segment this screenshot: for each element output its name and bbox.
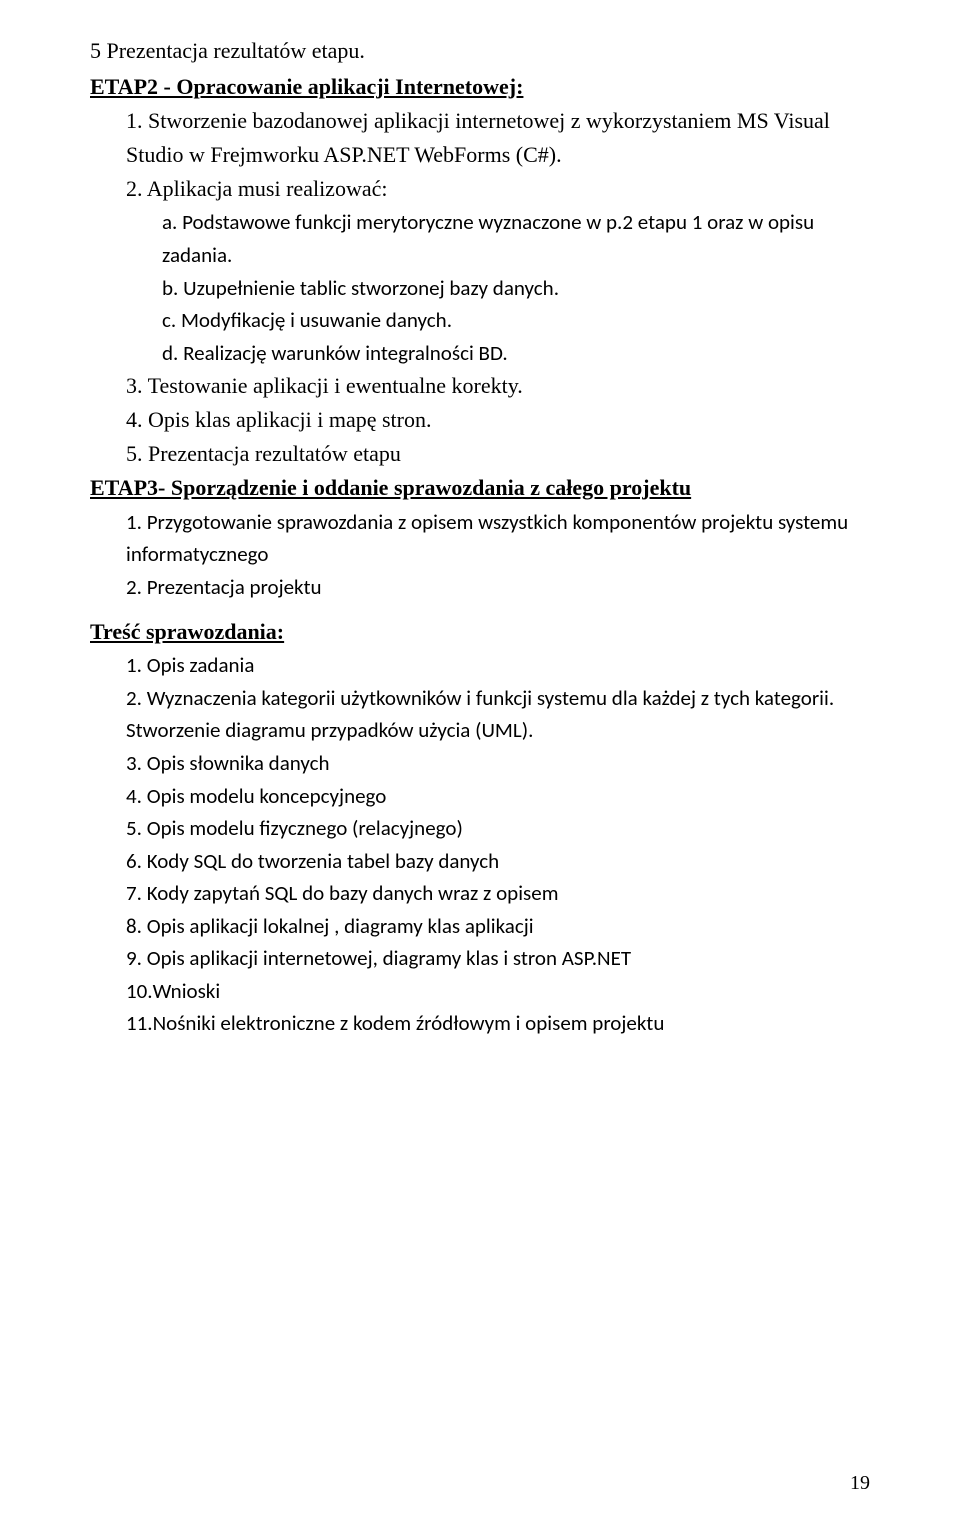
etap3-heading: ETAP3- Sporządzenie i oddanie sprawozdan… [90, 471, 870, 505]
list-item: 2. Aplikacja musi realizować: [90, 172, 870, 206]
list-item: 4. Opis modelu koncepcyjnego [90, 780, 870, 813]
list-number: 1. [126, 506, 142, 539]
list-number: 8. [126, 910, 142, 943]
list-item: 9. Opis aplikacji internetowej, diagramy… [90, 942, 870, 975]
list-text: Opis aplikacji lokalnej , diagramy klas … [147, 913, 534, 939]
list-text: Realizację warunków integralności BD. [183, 340, 508, 366]
list-number: 2. [126, 172, 143, 206]
list-text: Kody SQL do tworzenia tabel bazy danych [147, 848, 500, 874]
list-number: 6. [126, 845, 142, 878]
tresc-heading: Treść sprawozdania: [90, 615, 870, 649]
list-item: 2. Wyznaczenia kategorii użytkowników i … [90, 682, 870, 747]
list-item: c. Modyfikację i usuwanie danych. [90, 304, 870, 337]
list-item: 3. Opis słownika danych [90, 747, 870, 780]
list-number: 11. [126, 1007, 153, 1040]
list-number: 3. [126, 747, 142, 780]
list-number: a. [162, 206, 177, 239]
list-item: 1. Przygotowanie sprawozdania z opisem w… [90, 506, 870, 571]
list-number: 7. [126, 877, 142, 910]
list-number: 4. [126, 403, 143, 437]
document-page: 5 Prezentacja rezultatów etapu. ETAP2 - … [0, 0, 960, 1515]
list-item: 2. Prezentacja projektu [90, 571, 870, 604]
list-text: Modyfikację i usuwanie danych. [181, 307, 452, 333]
list-item: a. Podstawowe funkcji merytoryczne wyzna… [90, 206, 870, 271]
list-number: 4. [126, 780, 142, 813]
list-number: d. [162, 337, 178, 370]
list-item: 1. Opis zadania [90, 649, 870, 682]
list-text: Aplikacja musi realizować: [147, 176, 388, 201]
list-item: 5. Opis modelu fizycznego (relacyjnego) [90, 812, 870, 845]
list-item: d. Realizację warunków integralności BD. [90, 337, 870, 370]
list-number: 1. [126, 649, 142, 682]
list-number: 2. [126, 571, 142, 604]
list-item: 5 Prezentacja rezultatów etapu. [90, 34, 870, 68]
list-number: b. [162, 272, 178, 305]
list-item: b. Uzupełnienie tablic stworzonej bazy d… [90, 272, 870, 305]
list-text: Przygotowanie sprawozdania z opisem wszy… [126, 509, 848, 568]
list-text: Prezentacja projektu [147, 574, 322, 600]
list-text: Testowanie aplikacji i ewentualne korekt… [148, 373, 523, 398]
etap2-heading: ETAP2 - Opracowanie aplikacji Internetow… [90, 70, 870, 104]
list-item: 1. Stworzenie bazodanowej aplikacji inte… [90, 104, 870, 172]
list-text: Prezentacja rezultatów etapu [148, 441, 401, 466]
list-text: Opis modelu fizycznego (relacyjnego) [147, 815, 463, 841]
list-text: Opis aplikacji internetowej, diagramy kl… [147, 945, 631, 971]
list-text: Wnioski [153, 978, 221, 1004]
list-number: 3. [126, 369, 143, 403]
list-text: Opis zadania [147, 652, 255, 678]
page-number: 19 [850, 1472, 870, 1495]
list-text: Nośniki elektroniczne z kodem źródłowym … [153, 1010, 665, 1036]
list-item: 6. Kody SQL do tworzenia tabel bazy dany… [90, 845, 870, 878]
list-text: Uzupełnienie tablic stworzonej bazy dany… [183, 275, 559, 301]
list-text: Opis modelu koncepcyjnego [147, 783, 387, 809]
list-text: Kody zapytań SQL do bazy danych wraz z o… [147, 880, 559, 906]
list-text: Opis słownika danych [147, 750, 330, 776]
list-text: Wyznaczenia kategorii użytkowników i fun… [126, 685, 834, 744]
list-number: 9. [126, 942, 142, 975]
list-number: 1. [126, 104, 143, 138]
list-number: 10. [126, 975, 153, 1008]
list-item: 5. Prezentacja rezultatów etapu [90, 437, 870, 471]
list-number: c. [162, 304, 176, 337]
list-item: 3. Testowanie aplikacji i ewentualne kor… [90, 369, 870, 403]
list-number: 5. [126, 812, 142, 845]
list-item: 7. Kody zapytań SQL do bazy danych wraz … [90, 877, 870, 910]
list-item: 8. Opis aplikacji lokalnej , diagramy kl… [90, 910, 870, 943]
list-text: Opis klas aplikacji i mapę stron. [148, 407, 432, 432]
list-text: Stworzenie bazodanowej aplikacji interne… [126, 108, 830, 167]
list-number: 5. [126, 437, 143, 471]
list-item: 10.Wnioski [90, 975, 870, 1008]
list-number: 2. [126, 682, 142, 715]
list-item: 4. Opis klas aplikacji i mapę stron. [90, 403, 870, 437]
list-item: 11.Nośniki elektroniczne z kodem źródłow… [90, 1007, 870, 1040]
list-text: Podstawowe funkcji merytoryczne wyznaczo… [162, 209, 814, 268]
